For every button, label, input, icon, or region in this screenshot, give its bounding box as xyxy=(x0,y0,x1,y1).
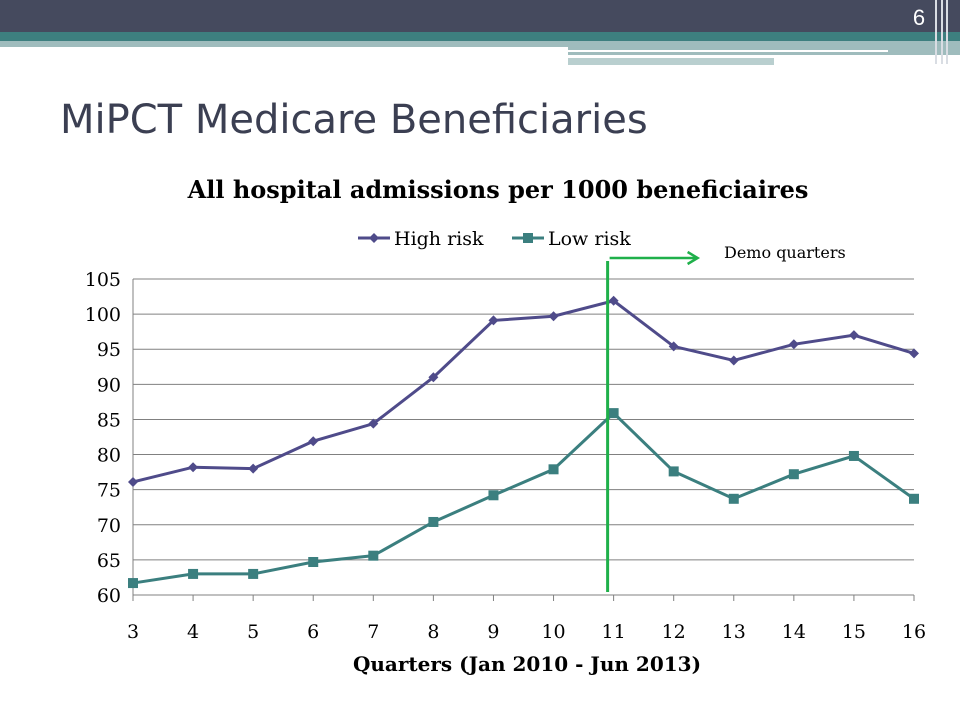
header-white-line xyxy=(568,50,888,52)
header-dark-band xyxy=(0,0,960,32)
series-line xyxy=(132,299,915,484)
data-point xyxy=(848,330,859,341)
header-vertical-line-1 xyxy=(935,0,937,64)
series-high-risk xyxy=(128,295,919,487)
data-point xyxy=(608,408,619,419)
data-point xyxy=(608,295,619,306)
arrow-right-icon xyxy=(686,250,701,266)
data-point xyxy=(188,462,199,473)
legend-item-low-risk: Low risk xyxy=(512,228,631,250)
data-point xyxy=(368,550,379,561)
slide-number: 6 xyxy=(912,5,926,30)
x-tick-label: 7 xyxy=(367,621,379,643)
x-axis-ticks: 3 4 5 6 7 8 9 10 11 12 13 14 15 16 xyxy=(127,595,926,643)
header-accent-bar-2 xyxy=(568,58,774,65)
axes xyxy=(132,279,914,596)
y-tick-label: 65 xyxy=(97,550,121,572)
y-tick-label: 105 xyxy=(85,269,121,291)
x-tick-label: 10 xyxy=(541,621,565,643)
data-point xyxy=(728,355,739,366)
header-light-band xyxy=(0,41,960,47)
data-point xyxy=(368,418,379,429)
data-point xyxy=(428,372,439,383)
y-tick-label: 100 xyxy=(85,304,121,326)
legend-item-high-risk: High risk xyxy=(358,228,484,250)
series-low-risk xyxy=(128,408,919,589)
data-point xyxy=(668,466,679,477)
data-point xyxy=(488,315,499,326)
chart-legend: High risk Low risk xyxy=(358,228,631,250)
x-tick-label: 16 xyxy=(902,621,926,643)
data-point xyxy=(308,556,319,567)
data-point xyxy=(548,311,559,322)
data-point xyxy=(248,463,259,474)
data-point xyxy=(728,493,739,504)
demo-quarters-annotation: Demo quarters xyxy=(606,243,846,592)
header-vertical-line-3 xyxy=(946,0,948,64)
x-tick-label: 14 xyxy=(782,621,806,643)
x-tick-label: 3 xyxy=(127,621,139,643)
data-point xyxy=(909,348,919,359)
data-series xyxy=(128,295,919,589)
y-axis-ticks: 60 65 70 75 80 85 90 95 100 105 xyxy=(85,269,121,607)
x-tick-label: 5 xyxy=(247,621,259,643)
y-tick-label: 95 xyxy=(97,339,121,361)
x-tick-label: 9 xyxy=(487,621,499,643)
y-tick-label: 80 xyxy=(97,445,121,467)
x-axis-title: Quarters (Jan 2010 - Jun 2013) xyxy=(353,652,701,676)
x-tick-label: 8 xyxy=(427,621,439,643)
data-point xyxy=(428,516,439,527)
legend-low-risk-label: Low risk xyxy=(548,228,631,250)
x-tick-label: 13 xyxy=(722,621,746,643)
x-tick-label: 15 xyxy=(842,621,866,643)
x-tick-label: 12 xyxy=(662,621,686,643)
data-point xyxy=(488,490,499,501)
series-line xyxy=(132,411,915,585)
x-tick-label: 6 xyxy=(307,621,319,643)
y-tick-label: 90 xyxy=(97,374,121,396)
legend-low-risk-square-icon xyxy=(523,233,533,243)
x-tick-label: 11 xyxy=(602,621,626,643)
data-point xyxy=(248,568,259,579)
slide-header-banner xyxy=(0,0,960,65)
data-point xyxy=(788,339,799,350)
y-tick-label: 60 xyxy=(97,585,121,607)
x-tick-label: 4 xyxy=(187,621,199,643)
data-point xyxy=(128,476,138,487)
data-point xyxy=(308,436,319,447)
header-teal-band xyxy=(0,32,960,41)
legend-high-risk-label: High risk xyxy=(394,228,484,250)
legend-high-risk-diamond-icon xyxy=(369,233,379,243)
data-point xyxy=(548,464,559,475)
y-tick-label: 85 xyxy=(97,409,121,431)
data-point xyxy=(788,469,799,480)
y-tick-label: 70 xyxy=(97,515,121,537)
header-vertical-line-2 xyxy=(941,0,943,64)
gridlines xyxy=(133,278,914,561)
chart-title: All hospital admissions per 1000 benefic… xyxy=(187,175,809,204)
data-point xyxy=(128,578,138,589)
slide-title: MiPCT Medicare Beneficiaries xyxy=(60,97,648,143)
data-point xyxy=(848,450,859,461)
y-tick-label: 75 xyxy=(97,480,121,502)
data-point xyxy=(909,493,919,504)
demo-quarters-label: Demo quarters xyxy=(724,243,846,262)
data-point xyxy=(668,341,679,352)
data-point xyxy=(188,568,199,579)
